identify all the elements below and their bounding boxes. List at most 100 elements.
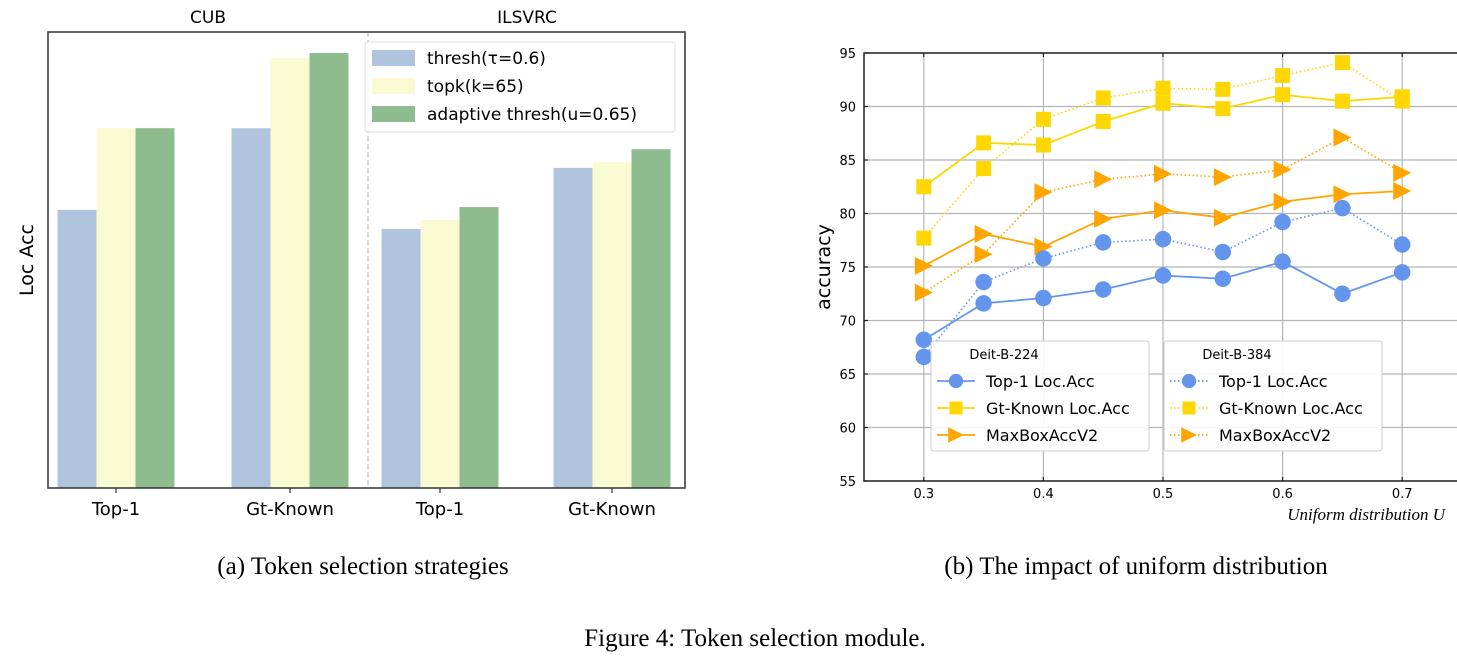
- point-square: [1155, 95, 1171, 111]
- y-tick-label: 55: [839, 475, 856, 490]
- group-label-ilsvrc: ILSVRC: [497, 8, 557, 28]
- point-triangle: [1154, 201, 1172, 220]
- point-circle: [1181, 373, 1197, 389]
- point-triangle: [974, 245, 993, 264]
- point-circle: [975, 295, 992, 312]
- y-tick-label: 85: [839, 154, 856, 169]
- point-triangle: [1393, 182, 1412, 201]
- point-square: [1035, 111, 1051, 127]
- bar: [381, 228, 421, 488]
- point-square: [1215, 101, 1231, 117]
- point-circle: [1393, 236, 1411, 253]
- x-tick-label: Top-1: [415, 499, 464, 520]
- point-circle: [1274, 213, 1291, 231]
- series-deit-b-384-gt-known-loc-acc: [916, 55, 1410, 246]
- series-deit-b-384-maxboxaccv2: [914, 128, 1412, 302]
- point-circle: [1393, 264, 1411, 281]
- x-tick-label: Gt-Known: [246, 499, 334, 520]
- point-triangle: [1094, 209, 1113, 228]
- x-tick-label: 0.3: [913, 487, 934, 502]
- point-triangle: [1034, 237, 1053, 256]
- point-circle: [1094, 234, 1112, 251]
- series-lines: [914, 55, 1412, 366]
- point-circle: [1214, 243, 1232, 261]
- point-square: [1334, 55, 1350, 71]
- plot-frame: [47, 31, 686, 489]
- point-square: [1275, 87, 1291, 103]
- point-triangle: [1393, 163, 1412, 182]
- bar: [57, 209, 97, 488]
- point-circle: [948, 373, 964, 389]
- legend-swatch: [372, 78, 415, 94]
- point-square: [916, 179, 932, 195]
- point-square: [976, 135, 992, 151]
- point-triangle: [1154, 164, 1172, 183]
- legend-swatch: [372, 106, 415, 122]
- point-circle: [915, 348, 933, 366]
- bar: [420, 219, 460, 488]
- y-tick-label: 80: [839, 208, 856, 223]
- point-triangle: [1333, 185, 1352, 204]
- point-square: [1155, 80, 1171, 96]
- bar: [309, 52, 349, 488]
- bar: [631, 149, 671, 488]
- point-square: [1182, 401, 1196, 415]
- point-square: [1095, 90, 1111, 106]
- point-circle: [915, 331, 933, 349]
- figure-caption: Figure 4: Token selection module.: [584, 625, 925, 652]
- point-square: [1035, 137, 1051, 153]
- point-square: [1334, 93, 1350, 109]
- legend-frame: [364, 41, 676, 133]
- bar: [553, 167, 593, 488]
- y-tick-label: 65: [839, 368, 856, 383]
- point-circle: [1035, 289, 1052, 307]
- point-square: [949, 401, 963, 415]
- x-tick-label: 0.5: [1153, 487, 1174, 502]
- subcaption-b: (b) The impact of uniform distribution: [944, 553, 1328, 580]
- point-circle: [1035, 250, 1052, 267]
- y-tick-label: 70: [839, 315, 856, 330]
- point-circle: [1154, 230, 1172, 248]
- x-tick-label: Gt-Known: [568, 499, 656, 520]
- subcaption-a: (a) Token selection strategies: [217, 553, 508, 580]
- x-axis-label: Uniform distribution U: [1287, 505, 1446, 524]
- legend-label: thresh(τ=0.6): [427, 49, 546, 69]
- point-circle: [975, 273, 992, 291]
- y-tick-label: 75: [839, 261, 856, 276]
- point-circle: [1154, 267, 1172, 284]
- point-square: [1275, 67, 1291, 83]
- legend-label: Top-1 Loc.Acc: [985, 372, 1095, 391]
- point-triangle: [974, 224, 993, 243]
- series-deit-b-224-gt-known-loc-acc: [916, 87, 1410, 195]
- point-circle: [1274, 253, 1291, 270]
- axis-ticks: 0.3 0.4 0.5 0.6 0.7 55 60 65 70 75 80 85 90 95: [839, 47, 1412, 502]
- group-label-cub: CUB: [190, 8, 226, 28]
- point-circle: [1334, 199, 1351, 217]
- x-ticks: Top-1 Gt-Known Top-1 Gt-Known: [91, 488, 656, 520]
- legend-deit-b-384: Deit-B-384 Top-1 Loc.Acc Gt-Known Loc.Acc M…: [1163, 340, 1383, 452]
- bar: [231, 128, 271, 488]
- point-triangle: [1213, 168, 1232, 187]
- point-triangle: [1273, 160, 1292, 179]
- legend-deit-b-224: Deit-B-224 Top-1 Loc.Acc Gt-Known Loc.Acc M…: [930, 340, 1150, 452]
- bar-chart: Top-1 Gt-Known Top-1 Gt-Known CUB ILSVRC Lo…: [16, 8, 686, 520]
- legend-label: MaxBoxAccV2: [986, 426, 1098, 445]
- legend-frame: [1163, 340, 1383, 452]
- point-circle: [1094, 281, 1112, 298]
- point-triangle: [1094, 170, 1113, 189]
- point-circle: [1334, 285, 1351, 302]
- series-deit-b-224-top-1-loc-acc: [915, 253, 1411, 349]
- legend-label: Gt-Known Loc.Acc: [1219, 399, 1363, 418]
- x-tick-label: Top-1: [91, 499, 140, 520]
- point-triangle: [914, 256, 933, 275]
- x-tick-label: 0.4: [1033, 487, 1054, 502]
- legends: Deit-B-224 Top-1 Loc.Acc Gt-Known Loc.Acc M…: [930, 340, 1383, 452]
- point-square: [916, 230, 932, 246]
- bar: [592, 161, 632, 488]
- point-triangle: [1273, 192, 1292, 211]
- legend-label: Gt-Known Loc.Acc: [986, 399, 1130, 418]
- point-circle: [1214, 270, 1232, 288]
- point-triangle: [1333, 128, 1352, 147]
- bar: [459, 207, 499, 488]
